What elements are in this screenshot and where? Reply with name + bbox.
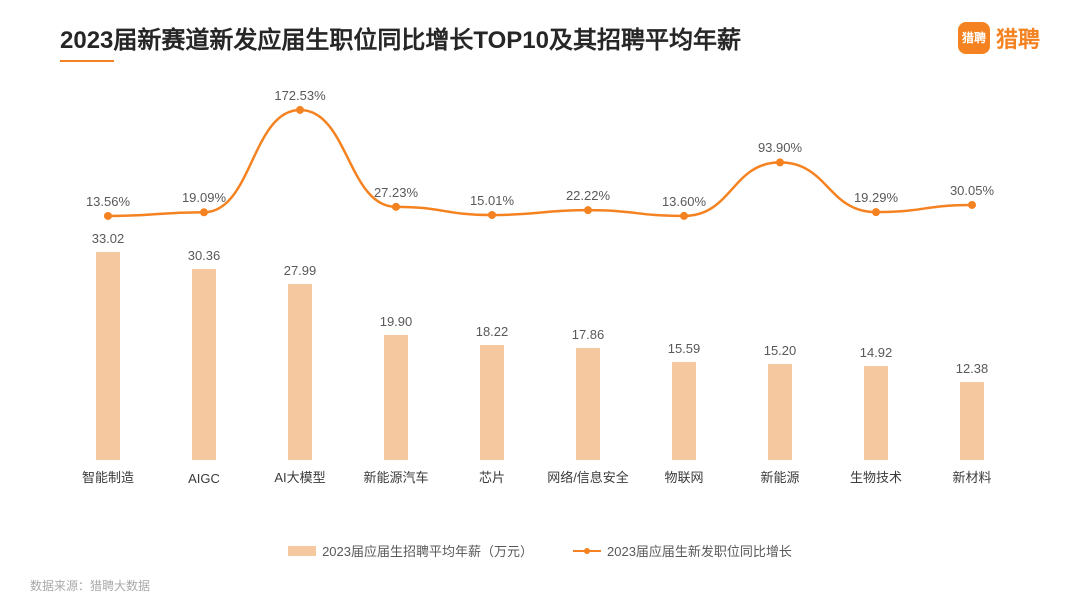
title-underline [60, 60, 114, 62]
salary-bar [576, 348, 600, 460]
line-value-label: 30.05% [950, 183, 994, 198]
bar-value-label: 18.22 [476, 324, 509, 339]
line-value-label: 93.90% [758, 140, 802, 155]
category-label: 智能制造 [82, 467, 134, 486]
salary-bar [192, 269, 216, 460]
line-value-label: 19.29% [854, 190, 898, 205]
page-title: 2023届新赛道新发应届生职位同比增长TOP10及其招聘平均年薪 [60, 20, 741, 55]
salary-bar [480, 345, 504, 460]
salary-bar [384, 335, 408, 460]
legend-line: 2023届应届生新发职位同比增长 [573, 541, 792, 560]
line-point [584, 206, 592, 214]
category-label: 物联网 [664, 467, 703, 486]
salary-bar [96, 252, 120, 460]
logo-icon: 猎聘 [958, 22, 990, 54]
category-label: 新材料 [952, 467, 991, 486]
bar-value-label: 17.86 [572, 327, 605, 342]
line-point [200, 208, 208, 216]
line-point [872, 208, 880, 216]
line-value-label: 19.09% [182, 190, 226, 205]
category-label: AI大模型 [274, 467, 325, 486]
salary-bars: 33.02智能制造30.36AIGC27.99AI大模型19.90新能源汽车18… [60, 240, 1020, 460]
combo-chart: 13.56% 19.09% 172.53% 27.23% 15.01% 22.22% 13.… [60, 90, 1020, 490]
bar-value-label: 12.38 [956, 361, 989, 376]
bar-value-label: 14.92 [860, 345, 893, 360]
chart-legend: 2023届应届生招聘平均年薪（万元） 2023届应届生新发职位同比增长 [0, 541, 1080, 560]
line-point [104, 212, 112, 220]
line-point [392, 203, 400, 211]
line-value-label: 13.56% [86, 194, 130, 209]
category-label: 网络/信息安全 [547, 467, 629, 486]
line-point [776, 158, 784, 166]
line-point [680, 212, 688, 220]
brand-logo: 猎聘 猎聘 [958, 22, 1040, 54]
category-label: AIGC [188, 471, 220, 486]
legend-bar-swatch [288, 546, 316, 556]
growth-line-path [108, 110, 972, 216]
logo-text: 猎聘 [996, 22, 1040, 54]
bar-value-label: 27.99 [284, 263, 317, 278]
line-point [968, 201, 976, 209]
bar-value-label: 19.90 [380, 314, 413, 329]
salary-bar [864, 366, 888, 460]
category-label: 新能源 [760, 467, 799, 486]
legend-bar: 2023届应届生招聘平均年薪（万元） [288, 541, 533, 560]
line-value-label: 27.23% [374, 185, 418, 200]
line-value-label: 15.01% [470, 193, 514, 208]
bar-value-label: 30.36 [188, 248, 221, 263]
salary-bar [672, 362, 696, 460]
line-value-label: 22.22% [566, 188, 610, 203]
category-label: 芯片 [479, 467, 505, 486]
bar-value-label: 15.20 [764, 343, 797, 358]
line-value-label: 172.53% [274, 88, 325, 103]
salary-bar [288, 284, 312, 460]
data-source: 数据来源：猎聘大数据 [30, 577, 150, 594]
category-label: 生物技术 [850, 467, 902, 486]
legend-bar-label: 2023届应届生招聘平均年薪（万元） [322, 541, 533, 560]
line-point [296, 106, 304, 114]
line-value-label: 13.60% [662, 194, 706, 209]
legend-line-label: 2023届应届生新发职位同比增长 [607, 541, 792, 560]
category-label: 新能源汽车 [363, 467, 428, 486]
line-point [488, 211, 496, 219]
salary-bar [960, 382, 984, 460]
salary-bar [768, 364, 792, 460]
bar-value-label: 33.02 [92, 231, 125, 246]
bar-value-label: 15.59 [668, 341, 701, 356]
growth-line [60, 90, 1020, 240]
legend-line-swatch [573, 550, 601, 552]
